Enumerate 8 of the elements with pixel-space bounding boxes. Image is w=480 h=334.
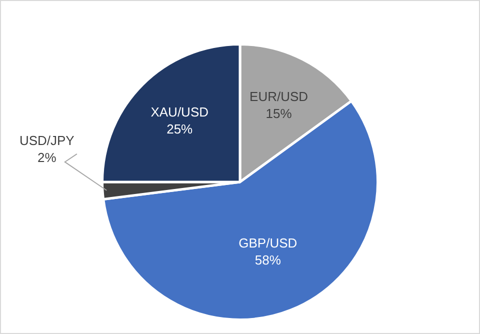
- slice-label: XAU/USD: [150, 104, 209, 120]
- data-label: 25%: [166, 122, 194, 137]
- data-label: 2%: [38, 150, 57, 166]
- slice-label: USD/JPY: [19, 133, 75, 148]
- data-label: 15%: [266, 106, 292, 121]
- slice-label: GBP/USD: [238, 236, 298, 251]
- slice-label: EUR/USD: [250, 88, 308, 104]
- data-label: 58%: [254, 252, 282, 268]
